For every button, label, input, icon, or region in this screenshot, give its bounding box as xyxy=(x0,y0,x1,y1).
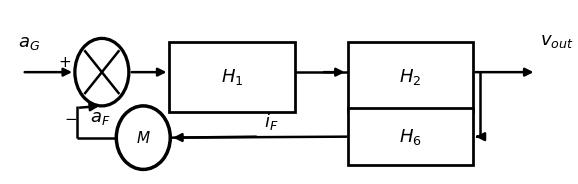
Text: $i_F$: $i_F$ xyxy=(264,111,278,132)
Text: $a_F$: $a_F$ xyxy=(90,109,111,127)
Text: $+$: $+$ xyxy=(58,55,71,70)
Text: $a_G$: $a_G$ xyxy=(18,34,40,52)
Bar xyxy=(347,42,473,112)
Bar xyxy=(169,42,295,112)
Text: $v_{out}$: $v_{out}$ xyxy=(540,32,574,50)
Text: $-$: $-$ xyxy=(64,110,77,125)
Text: $H_2$: $H_2$ xyxy=(399,67,421,87)
Text: $M$: $M$ xyxy=(136,130,151,146)
Text: $H_1$: $H_1$ xyxy=(221,67,243,87)
Text: $H_6$: $H_6$ xyxy=(399,127,421,147)
Bar xyxy=(347,108,473,165)
